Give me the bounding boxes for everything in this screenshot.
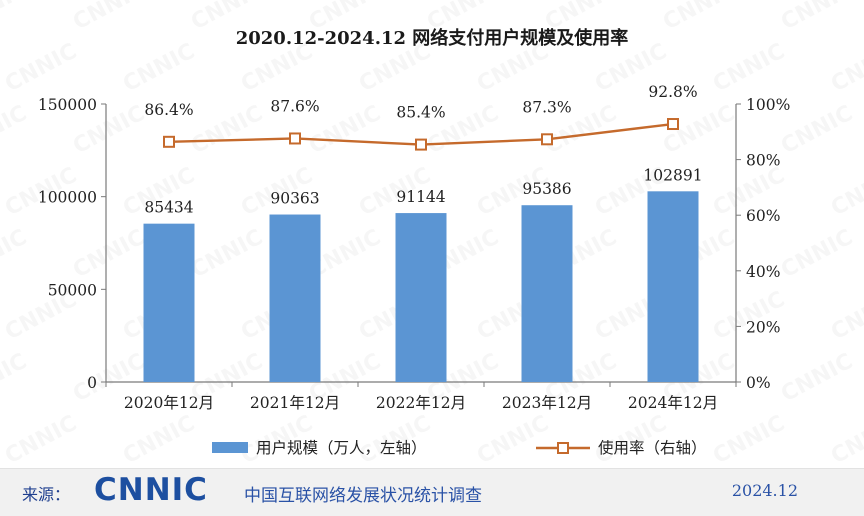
- watermark-text: CNNIC: [709, 287, 789, 345]
- line-marker: [289, 132, 301, 145]
- line-marker: [667, 118, 679, 131]
- bar-value-label: 90363: [270, 190, 319, 208]
- watermark-text: CNNIC: [119, 411, 199, 468]
- watermark-text: CNNIC: [1, 39, 81, 97]
- line-value-label: 92.8%: [648, 83, 697, 101]
- line-marker: [541, 133, 553, 146]
- legend-label-line: 使用率（右轴）: [598, 439, 707, 457]
- bar-value-label: 102891: [643, 166, 702, 184]
- left-tick-label: 150000: [38, 96, 97, 114]
- bar-value-label: 85434: [144, 199, 193, 217]
- left-tick-label: 50000: [48, 281, 97, 299]
- watermark-text: CNNIC: [777, 349, 857, 407]
- watermark-text: CNNIC: [659, 101, 739, 159]
- watermark-text: CNNIC: [827, 163, 864, 221]
- watermark-text: CNNIC: [777, 0, 857, 35]
- bar-series: [143, 191, 699, 382]
- legend-label-bar: 用户规模（万人，左轴）: [256, 439, 427, 457]
- x-tick-label: 2021年12月: [250, 394, 340, 412]
- watermark-text: CNNIC: [187, 101, 267, 159]
- bar: [269, 214, 321, 382]
- watermark-text: CNNIC: [473, 411, 553, 468]
- bar: [395, 213, 447, 382]
- watermark-text: CNNIC: [709, 411, 789, 468]
- bar-value-label: 95386: [522, 180, 571, 198]
- footer: 来源： CNNIC 中国互联网络发展状况统计调查 2024.12: [0, 468, 864, 516]
- watermark-text: CNNIC: [69, 0, 149, 35]
- left-tick-label: 100000: [38, 189, 97, 207]
- source-organization: 中国互联网络发展状况统计调查: [244, 486, 482, 506]
- bar: [143, 223, 195, 382]
- line-value-label: 86.4%: [144, 101, 193, 119]
- data-labels: 85434 90363 91144 95386 102891 86.4% 87.6% 85.4…: [144, 83, 702, 217]
- x-tick-label: 2023年12月: [502, 394, 592, 412]
- cnnic-logo: CNNIC: [94, 472, 208, 508]
- line-marker: [163, 135, 175, 148]
- watermark-text: CNNIC: [827, 287, 864, 345]
- legend-swatch-marker: [557, 442, 569, 454]
- watermark-text: CNNIC: [187, 225, 267, 283]
- line-value-label: 85.4%: [396, 104, 445, 122]
- x-tick-label: 2020年12月: [124, 394, 214, 412]
- x-tick-label: 2022年12月: [376, 394, 466, 412]
- watermark-text: CNNIC: [0, 349, 31, 407]
- bar-value-label: 91144: [396, 188, 445, 206]
- watermark-text: CNNIC: [777, 225, 857, 283]
- chart-title: 2020.12-2024.12 网络支付用户规模及使用率: [236, 27, 629, 49]
- watermark-text: CNNIC: [0, 101, 31, 159]
- watermark-text: CNNIC: [659, 0, 739, 35]
- bar: [521, 205, 573, 382]
- watermark-text: CNNIC: [827, 39, 864, 97]
- line-value-label: 87.3%: [522, 98, 571, 116]
- watermark-text: CNNIC: [119, 39, 199, 97]
- watermark-text: CNNIC: [69, 225, 149, 283]
- line-value-label: 87.6%: [270, 97, 319, 115]
- left-tick-label: 0: [87, 374, 97, 392]
- source-label: 来源：: [22, 485, 71, 504]
- right-tick-label: 20%: [746, 318, 780, 336]
- watermark-text: CNNIC: [709, 39, 789, 97]
- axes: 0 50000 100000 150000 0% 20% 40% 60% 80% 100% 2020…: [38, 96, 791, 412]
- right-tick-label: 40%: [746, 263, 780, 281]
- watermark-text: CNNIC: [0, 0, 31, 35]
- right-tick-label: 60%: [746, 207, 780, 225]
- legend: 用户规模（万人，左轴） 使用率（右轴）: [212, 439, 707, 457]
- bar: [647, 191, 699, 382]
- watermark-text: CNNIC: [827, 411, 864, 468]
- legend-swatch-bar: [212, 442, 248, 453]
- right-tick-label: 80%: [746, 152, 780, 170]
- right-tick-label: 100%: [746, 96, 790, 114]
- line-series: [163, 118, 679, 151]
- watermark-text: CNNIC: [1, 411, 81, 468]
- right-tick-label: 0%: [746, 374, 771, 392]
- x-tick-label: 2024年12月: [628, 394, 718, 412]
- footer-date: 2024.12: [731, 481, 798, 500]
- watermark-text: CNNIC: [0, 225, 31, 283]
- line-marker: [415, 138, 427, 151]
- chart-canvas: CNNIC CNNIC CNNIC CNNIC CNNIC CNNIC CNNIC CNNIC…: [0, 0, 864, 468]
